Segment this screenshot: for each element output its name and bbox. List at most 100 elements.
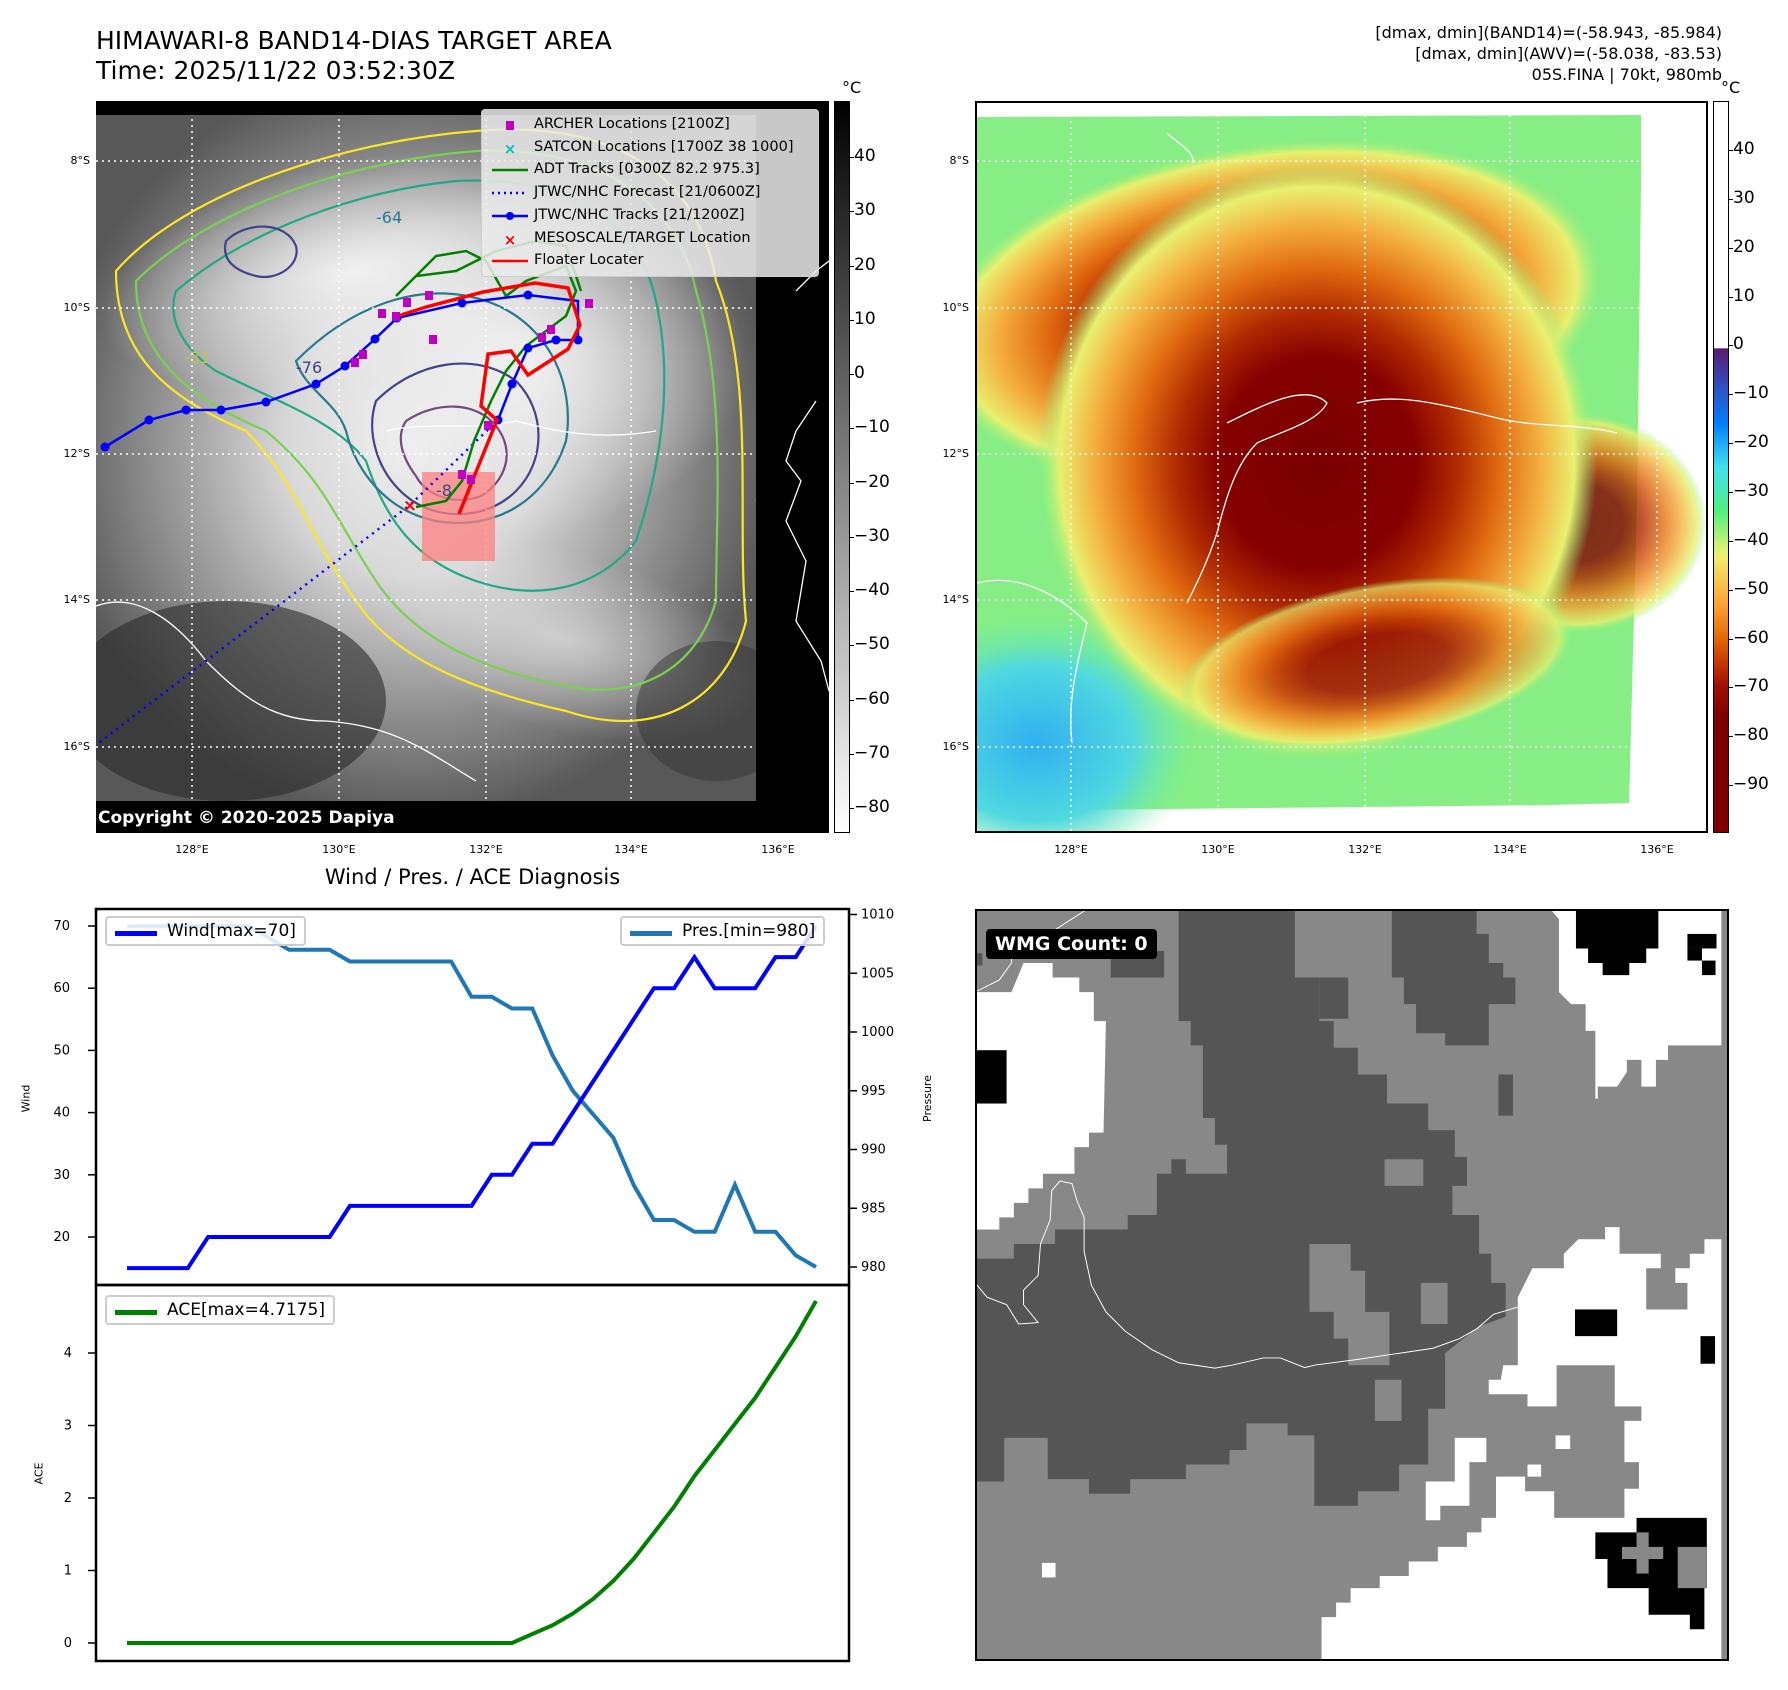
- legend-marker-x-icon: ×: [504, 231, 517, 249]
- colorbar-tick-label: 20: [1733, 236, 1755, 257]
- map-legend-label: ADT Tracks [0300Z 82.2 975.3]: [534, 161, 760, 178]
- title-line-2: Time: 2025/11/22 03:52:30Z: [96, 56, 455, 85]
- colorbar-color-unit: °C: [1721, 78, 1741, 97]
- ace-tick-label: 1: [64, 1564, 72, 1579]
- lat-tick-label: 12°S: [63, 447, 90, 460]
- colorbar-tick-mark: [850, 536, 854, 538]
- pressure-line: [127, 924, 817, 1269]
- colorbar-tick-label: −50: [1733, 578, 1769, 599]
- pressure-tick-label: 1005: [861, 966, 894, 981]
- ace-legend-swatch: [115, 1310, 157, 1315]
- colorbar-tick-label: −70: [1733, 676, 1769, 697]
- ace-tick-label: 4: [64, 1346, 72, 1361]
- colorbar-tick-mark: [1729, 247, 1733, 249]
- colorbar-tick-label: −50: [854, 634, 890, 655]
- colorbar-tick-mark: [850, 157, 854, 158]
- contour-label: -8: [436, 481, 452, 500]
- ir-map-panel: × -76 -64 -31 -8 ARCHER Locations [2100Z…: [96, 101, 829, 833]
- wmg-image: [977, 911, 1727, 1659]
- lat-tick-label: 16°S: [63, 740, 90, 753]
- color-map-image: [977, 103, 1706, 831]
- storm-info: 05S.FINA | 70kt, 980mb: [1531, 65, 1722, 84]
- lon-tick-label: 132°E: [1348, 843, 1382, 856]
- stats-band14: [dmax, dmin](BAND14)=(-58.943, -85.984): [1375, 23, 1722, 42]
- map-legend-label: MESOSCALE/TARGET Location: [534, 229, 751, 246]
- colorbar-tick-mark: [850, 699, 854, 701]
- colorbar-tick-mark: [850, 591, 854, 592]
- lat-tick-label: 8°S: [70, 154, 90, 167]
- colorbar-tick-label: −40: [854, 580, 890, 600]
- wind-tick-label: 40: [53, 1106, 70, 1121]
- colorbar-tick-mark: [1729, 589, 1733, 591]
- ace-tick-label: 3: [64, 1419, 72, 1434]
- colorbar-tick-label: −60: [1733, 627, 1769, 648]
- wmg-panel: WMG Count: 0: [975, 909, 1729, 1661]
- wind-tick-label: 70: [53, 919, 70, 934]
- coastlines: [977, 132, 1618, 744]
- colorbar-tick-mark: [1729, 150, 1733, 151]
- ace-plot-frame: [94, 1283, 851, 1663]
- pressure-legend-label: Pres.[min=980]: [682, 921, 816, 941]
- ace-line: [127, 1300, 818, 1645]
- map-legend-label: ARCHER Locations [2100Z]: [534, 116, 730, 132]
- lon-tick-label: 130°E: [1201, 843, 1235, 856]
- map-legend-label: JTWC/NHC Forecast [21/0600Z]: [534, 184, 761, 201]
- colorbar-tick-mark: [1729, 785, 1733, 787]
- legend-marker-line-dot-icon: [492, 211, 528, 220]
- copyright-text: Copyright © 2020-2025 Dapiya: [98, 808, 395, 828]
- colorbar-tick-mark: [850, 211, 854, 213]
- colorbar-tick-label: 20: [854, 254, 876, 275]
- colorbar-tick-label: 30: [854, 200, 876, 221]
- colorbar-color: [1713, 101, 1729, 833]
- colorbar-tick-label: −40: [1733, 529, 1769, 550]
- lat-tick-label: 10°S: [942, 301, 969, 314]
- ace-legend: ACE[max=4.7175]: [105, 1295, 335, 1325]
- gridlines: [977, 103, 1706, 831]
- ace-legend-label: ACE[max=4.7175]: [167, 1300, 325, 1320]
- diagnosis-chart: 20 30 40 50 60 70 980 985 990 995 1000 1005 1010 0 1 2 3…: [53, 908, 894, 1663]
- pressure-axis-label: Pressure: [920, 1075, 934, 1122]
- colorbar-tick-label: −60: [854, 688, 890, 709]
- lon-tick-label: 136°E: [761, 843, 795, 856]
- archer-locations: [351, 291, 593, 484]
- lon-tick-label: 132°E: [469, 843, 503, 856]
- wind-tick-label: 30: [53, 1168, 70, 1183]
- colorbar-tick-mark: [1729, 345, 1733, 347]
- colorbar-tick-label: −30: [1733, 480, 1769, 501]
- wmg-count-badge: WMG Count: 0: [986, 929, 1157, 959]
- colorbar-tick-label: 40: [854, 146, 876, 166]
- colorbar-tick-mark: [850, 374, 854, 375]
- legend-marker-line-icon: [492, 259, 528, 263]
- colorbar-tick-label: −10: [854, 417, 890, 438]
- colorbar-tick-label: −90: [1733, 774, 1769, 795]
- colorbar-tick-label: 10: [854, 308, 876, 329]
- colorbar-tick-mark: [1729, 736, 1733, 738]
- stats-block: [dmax, dmin](BAND14)=(-58.943, -85.984) …: [1375, 22, 1722, 85]
- colorbar-tick-mark: [850, 428, 854, 430]
- wind-tick-label: 50: [53, 1043, 70, 1058]
- map-legend-label: JTWC/NHC Tracks [21/1200Z]: [534, 206, 745, 223]
- map-legend-label: Floater Locater: [534, 252, 644, 269]
- wind-axis-label: Wind: [19, 1084, 33, 1113]
- colorbar-tick-mark: [1729, 687, 1733, 689]
- figure-title: HIMAWARI-8 BAND14-DIAS TARGET AREA Time: …: [96, 26, 612, 86]
- colorbar-tick-mark: [850, 265, 854, 267]
- wind-tick-label: 20: [53, 1230, 70, 1245]
- colorbar-tick-label: 10: [1733, 285, 1755, 306]
- map-legend: ARCHER Locations [2100Z] × SATCON Location…: [481, 109, 819, 277]
- colorbar-tick-label: −20: [1733, 432, 1769, 453]
- stats-awv: [dmax, dmin](AWV)=(-58.038, -83.53): [1415, 44, 1722, 63]
- lon-tick-label: 134°E: [614, 843, 648, 856]
- colorbar-tick-label: −10: [1733, 383, 1769, 404]
- colorbar-tick-label: 40: [1733, 139, 1755, 159]
- lon-tick-label: 130°E: [322, 843, 356, 856]
- wind-legend-label: Wind[max=70]: [167, 921, 296, 941]
- colorbar-tick-mark: [850, 645, 854, 647]
- floater-track: [397, 281, 582, 515]
- lat-tick-label: 16°S: [942, 740, 969, 753]
- legend-marker-square-icon: [506, 121, 514, 130]
- lon-tick-label: 128°E: [175, 843, 209, 856]
- chart-title: Wind / Pres. / ACE Diagnosis: [324, 865, 621, 889]
- colorbar-tick-label: −30: [854, 525, 890, 546]
- wind-tick-label: 60: [53, 981, 70, 996]
